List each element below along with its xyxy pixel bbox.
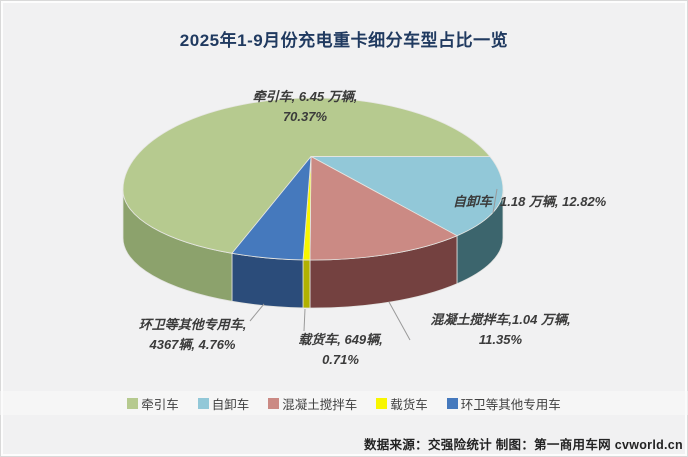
label-dump-value: 1.18 万辆, 12.82% (500, 194, 607, 209)
legend-label-sanitation: 环卫等其他专用车 (460, 397, 561, 412)
slice-mixer-face (309, 156, 458, 261)
legend-item-mixer: 混凝土搅拌车 (268, 394, 357, 413)
legend-item-dump: 自卸车 (197, 394, 250, 413)
label-sanitation: 环卫等其他专用车, 4367辆, 4.76% (110, 315, 275, 355)
label-sanitation-line2: 4367辆, 4.76% (149, 337, 236, 352)
slice-sanitation-side (231, 252, 304, 309)
label-tractor-line1: 牵引车, 6.45 万辆, (252, 89, 358, 104)
leader-sanitation (249, 303, 265, 322)
legend-swatch-cargo-icon (376, 397, 388, 409)
slice-sanitation-face (231, 156, 312, 261)
slice-cargo-side (302, 259, 311, 309)
legend-item-sanitation: 环卫等其他专用车 (446, 394, 561, 413)
leader-mixer (388, 301, 411, 341)
label-cargo: 载货车, 649辆, 0.71% (268, 330, 413, 370)
legend-label-tractor: 牵引车 (141, 397, 179, 412)
label-mixer-line2: 11.35% (478, 332, 523, 347)
legend-swatch-sanitation-icon (446, 397, 458, 409)
label-cargo-line2: 0.71% (322, 352, 359, 367)
label-mixer-line1: 混凝土搅拌车,1.04 万辆, (430, 312, 571, 327)
legend-item-tractor: 牵引车 (127, 394, 179, 413)
legend-label-cargo: 载货车 (390, 397, 428, 412)
leader-dump (492, 188, 498, 214)
leader-lines (249, 188, 498, 341)
chart-title: 2025年1-9月份充电重卡细分车型占比一览 (179, 31, 509, 50)
legend-label-dump: 自卸车 (211, 397, 250, 412)
slice-dump-face (310, 156, 504, 237)
legend-item-cargo: 载货车 (376, 394, 428, 413)
label-tractor: 牵引车, 6.45 万辆, 70.37% (195, 87, 415, 127)
legend-label-mixer: 混凝土搅拌车 (282, 397, 358, 412)
label-tractor-line2: 70.37% (282, 109, 328, 124)
label-cargo-line1: 载货车, 649辆, (298, 332, 383, 347)
legend: 牵引车 自卸车 混凝土搅拌车 载货车 环卫等其他专用车 (0, 391, 688, 415)
legend-swatch-dump-icon (197, 397, 209, 409)
slice-tractor-face (122, 97, 491, 254)
legend-swatch-mixer-icon (268, 397, 280, 409)
source-note: 数据来源：交强险统计 制图：第一商用车网 cvworld.cn (363, 438, 683, 452)
label-dump-name: 自卸车 (452, 194, 492, 209)
legend-swatch-tractor-icon (127, 397, 139, 409)
label-mixer: 混凝土搅拌车,1.04 万辆, 11.35% (408, 310, 593, 350)
leader-cargo (303, 308, 306, 332)
label-sanitation-line1: 环卫等其他专用车, (138, 317, 247, 332)
pie-faces (122, 97, 504, 261)
